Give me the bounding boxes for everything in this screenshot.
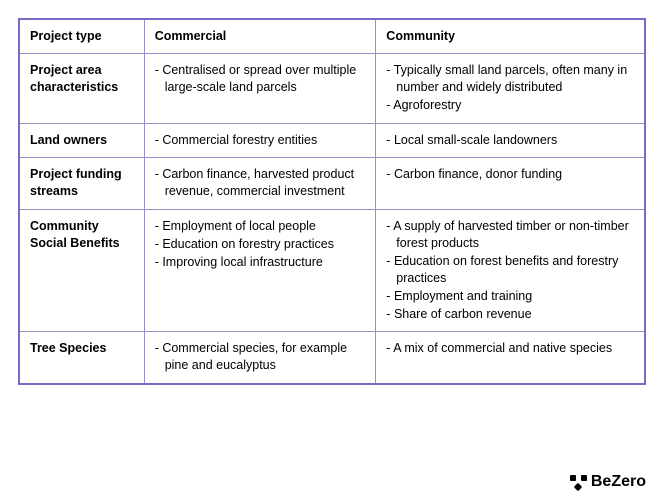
list-item: Improving local infrastructure: [155, 254, 366, 271]
cell-commercial: Commercial species, for example pine and…: [144, 332, 376, 384]
column-header-project-type: Project type: [19, 19, 144, 53]
list-item: A supply of harvested timber or non-timb…: [386, 218, 634, 252]
list-item: Commercial forestry entities: [155, 132, 366, 149]
table-row: Community Social BenefitsEmployment of l…: [19, 210, 645, 332]
cell-commercial: Carbon finance, harvested product revenu…: [144, 158, 376, 210]
list-item: Carbon finance, harvested product revenu…: [155, 166, 366, 200]
cell-community: Local small-scale landowners: [376, 123, 645, 158]
row-label: Project funding streams: [19, 158, 144, 210]
list-item: Carbon finance, donor funding: [386, 166, 634, 183]
list-item: Employment and training: [386, 288, 634, 305]
cell-list: Employment of local peopleEducation on f…: [155, 218, 366, 271]
table-row: Project funding streams Carbon finance, h…: [19, 158, 645, 210]
cell-community: Typically small land parcels, often many…: [376, 53, 645, 123]
list-item: Education on forestry practices: [155, 236, 366, 253]
column-header-commercial: Commercial: [144, 19, 376, 53]
cell-commercial: Centralised or spread over multiple larg…: [144, 53, 376, 123]
list-item: Centralised or spread over multiple larg…: [155, 62, 366, 96]
row-label: Community Social Benefits: [19, 210, 144, 332]
table-row: Tree Species Commercial species, for exam…: [19, 332, 645, 384]
row-label: Tree Species: [19, 332, 144, 384]
table-header-row: Project type Commercial Community: [19, 19, 645, 53]
cell-community: A supply of harvested timber or non-timb…: [376, 210, 645, 332]
cell-list: Typically small land parcels, often many…: [386, 62, 634, 114]
cell-list: A mix of commercial and native species: [386, 340, 634, 357]
cell-list: Local small-scale landowners: [386, 132, 634, 149]
cell-list: Carbon finance, harvested product revenu…: [155, 166, 366, 200]
list-item: Share of carbon revenue: [386, 306, 634, 323]
comparison-table: Project type Commercial Community Projec…: [18, 18, 646, 385]
list-item: Education on forest benefits and forestr…: [386, 253, 634, 287]
row-label: Land owners: [19, 123, 144, 158]
footer-brand-text: BeZero: [591, 473, 646, 491]
table-row: Land owners Commercial forestry entities L…: [19, 123, 645, 158]
list-item: Employment of local people: [155, 218, 366, 235]
cell-list: Carbon finance, donor funding: [386, 166, 634, 183]
table-body: Project area characteristics Centralised …: [19, 53, 645, 384]
list-item: Commercial species, for example pine and…: [155, 340, 366, 374]
list-item: A mix of commercial and native species: [386, 340, 634, 357]
row-label: Project area characteristics: [19, 53, 144, 123]
list-item: Local small-scale landowners: [386, 132, 634, 149]
cell-list: Centralised or spread over multiple larg…: [155, 62, 366, 96]
list-item: Typically small land parcels, often many…: [386, 62, 634, 96]
column-header-community: Community: [376, 19, 645, 53]
list-item: Agroforestry: [386, 97, 634, 114]
cell-community: Carbon finance, donor funding: [376, 158, 645, 210]
cell-list: Commercial forestry entities: [155, 132, 366, 149]
table-row: Project area characteristics Centralised …: [19, 53, 645, 123]
footer-brand: BeZero: [570, 473, 646, 491]
cell-list: A supply of harvested timber or non-timb…: [386, 218, 634, 322]
bezero-logo-icon: [570, 475, 587, 490]
cell-commercial: Employment of local peopleEducation on f…: [144, 210, 376, 332]
cell-list: Commercial species, for example pine and…: [155, 340, 366, 374]
cell-community: A mix of commercial and native species: [376, 332, 645, 384]
cell-commercial: Commercial forestry entities: [144, 123, 376, 158]
